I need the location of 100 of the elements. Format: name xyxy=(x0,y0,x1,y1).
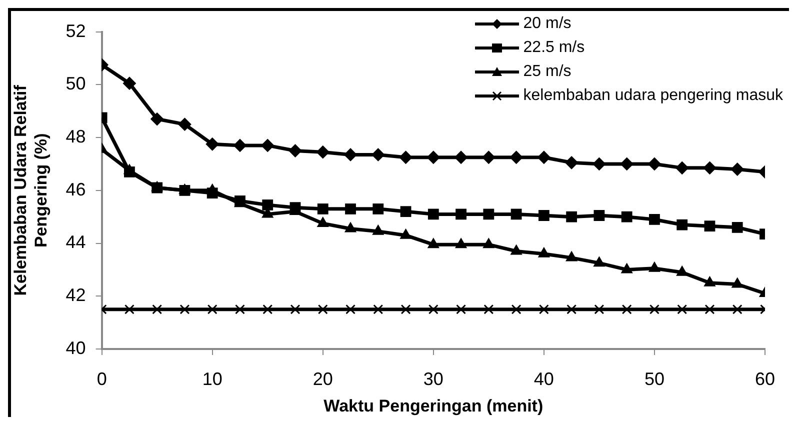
point xyxy=(262,199,274,210)
point xyxy=(400,228,412,239)
point xyxy=(704,304,715,314)
point xyxy=(206,188,218,198)
x-tick-label: 20 xyxy=(312,368,333,389)
point xyxy=(538,247,550,258)
point xyxy=(288,144,302,158)
point xyxy=(676,161,689,174)
point xyxy=(620,157,634,170)
point xyxy=(426,150,440,164)
y-tick-label: 40 xyxy=(66,338,86,358)
y-axis-title: Kelembaban Udara Relatif Pengering (%) xyxy=(10,84,50,296)
point xyxy=(344,148,358,162)
point xyxy=(677,304,688,314)
point xyxy=(317,216,329,227)
point xyxy=(344,222,356,232)
legend-label: kelembaban udara pengering masuk xyxy=(523,87,783,105)
point xyxy=(566,304,577,314)
point xyxy=(317,203,328,214)
point xyxy=(510,150,523,164)
point xyxy=(732,304,742,314)
point xyxy=(428,208,439,220)
point xyxy=(732,222,743,233)
point xyxy=(456,208,466,220)
point xyxy=(400,206,412,217)
y-tick-label: 48 xyxy=(66,126,86,146)
point xyxy=(318,304,328,314)
point xyxy=(482,150,496,164)
point xyxy=(594,256,605,267)
point xyxy=(732,278,744,288)
legend-label: 25 m/s xyxy=(523,63,572,81)
point xyxy=(178,118,192,131)
y-tick-label: 46 xyxy=(66,179,86,200)
point xyxy=(622,304,632,314)
point xyxy=(566,211,578,222)
point xyxy=(152,304,162,314)
point xyxy=(180,304,190,314)
point xyxy=(704,276,716,286)
point xyxy=(122,76,136,90)
x-tick-label: 60 xyxy=(754,368,776,389)
point xyxy=(290,202,301,214)
point xyxy=(207,304,218,314)
point xyxy=(537,150,550,164)
point xyxy=(454,150,468,164)
point xyxy=(594,304,604,314)
point xyxy=(399,150,412,164)
point xyxy=(290,304,300,314)
point xyxy=(538,210,550,221)
point xyxy=(510,244,522,255)
point xyxy=(373,304,384,314)
point xyxy=(428,238,440,248)
x-tick-label: 10 xyxy=(202,368,222,389)
point xyxy=(482,238,494,248)
point xyxy=(621,263,633,274)
point xyxy=(206,138,219,151)
point xyxy=(566,251,578,262)
point xyxy=(648,262,660,272)
point xyxy=(428,304,438,314)
point xyxy=(346,304,356,314)
point xyxy=(150,112,164,126)
point xyxy=(704,220,716,232)
legend-label: 20 m/s xyxy=(523,15,572,33)
point xyxy=(372,148,385,162)
point xyxy=(676,266,688,276)
point xyxy=(649,304,660,314)
point xyxy=(511,304,522,314)
x-tick-label: 0 xyxy=(96,368,107,389)
y-tick-label: 52 xyxy=(66,20,86,41)
point xyxy=(648,157,661,170)
y-tick-label: 42 xyxy=(66,285,86,306)
point xyxy=(124,166,135,178)
point xyxy=(703,161,716,174)
point xyxy=(592,157,606,170)
point xyxy=(456,304,466,314)
point xyxy=(484,304,494,314)
y-tick-label: 50 xyxy=(66,74,86,94)
point xyxy=(400,304,411,314)
point xyxy=(262,304,273,314)
x-axis-title: Waktu Pengeringan (menit) xyxy=(324,396,544,416)
legend-label: 22.5 m/s xyxy=(523,39,585,57)
point xyxy=(565,156,578,170)
point xyxy=(316,146,330,159)
x-tick-label: 40 xyxy=(534,368,554,389)
point xyxy=(372,224,384,235)
point xyxy=(730,162,744,176)
point xyxy=(124,304,134,314)
x-tick-label: 30 xyxy=(423,368,444,389)
point xyxy=(676,219,688,230)
point xyxy=(261,138,274,152)
point xyxy=(372,203,384,214)
point xyxy=(345,203,356,214)
point xyxy=(510,208,522,220)
point xyxy=(538,304,549,314)
point xyxy=(621,211,632,222)
point xyxy=(649,214,660,225)
point xyxy=(594,210,605,221)
point xyxy=(483,208,494,220)
point xyxy=(234,304,245,314)
y-tick-label: 44 xyxy=(66,232,86,252)
point xyxy=(233,138,246,152)
